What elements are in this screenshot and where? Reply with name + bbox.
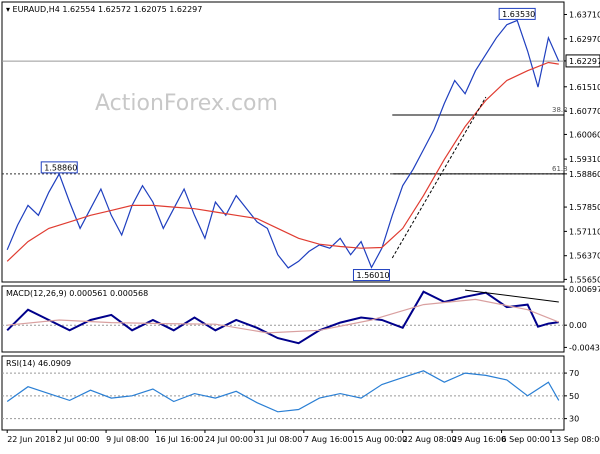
rsi-rsi-line: [6, 370, 560, 413]
current-price-marker: [565, 54, 600, 68]
x-tick-label: 9 Jul 08:00: [106, 435, 149, 444]
x-tick-label: 16 Jul 16:00: [156, 435, 204, 444]
x-tick-label: 13 Sep 08:00: [551, 435, 600, 444]
x-tick-label: 15 Aug 00:00: [353, 435, 407, 444]
macd-signal-line: [7, 298, 560, 334]
price-header: ▾ EURAUD,H4 1.62554 1.62572 1.62075 1.62…: [6, 5, 202, 14]
macd-panel-frame: [1, 285, 565, 353]
price-price-line: [6, 19, 560, 269]
price-ytick-label: 1.57850: [569, 203, 600, 212]
x-tick-label: 6 Sep 00:00: [502, 435, 550, 444]
price-ytick-label: 1.56370: [569, 252, 600, 261]
watermark: ActionForex.com: [95, 91, 278, 116]
x-tick-label: 29 Aug 16:00: [452, 435, 506, 444]
current-price-label: 1.62297: [569, 57, 600, 66]
fib-level-label: 61.8: [552, 165, 568, 173]
rsi-header: RSI(14) 46.0909: [6, 359, 71, 368]
price-ytick-label: 1.55650: [569, 275, 600, 284]
macd-ytick-label: 0.006976: [569, 285, 600, 294]
price-ma-line: [6, 61, 559, 262]
price-annotation-label: 1.56010: [356, 271, 389, 280]
price-ytick-label: 1.57110: [569, 227, 600, 236]
rsi-panel-frame: [1, 355, 565, 431]
x-tick-label: 7 Aug 16:00: [304, 435, 353, 444]
rsi-ytick-label: 30: [569, 415, 579, 424]
price-ytick-label: 1.63710: [569, 10, 600, 19]
macd-header: MACD(12,26,9) 0.000561 0.000568: [6, 289, 148, 298]
x-tick-label: 22 Aug 08:00: [403, 435, 457, 444]
price-ytick-label: 1.61510: [569, 83, 600, 92]
price-ytick-label: 1.58860: [569, 170, 600, 179]
rsi-ytick-label: 70: [569, 369, 579, 378]
macd-trendline-line: [465, 289, 559, 303]
price-annotation-box: [352, 269, 390, 282]
macd-macd-line: [6, 290, 559, 345]
fib-level-label: 38.2: [552, 106, 568, 114]
macd-ytick-label: 0.00: [569, 321, 587, 330]
x-tick-label: 24 Jul 00:00: [205, 435, 253, 444]
price-trendline-line: [391, 96, 487, 259]
x-tick-label: 2 Jul 00:00: [57, 435, 100, 444]
price-ytick-label: 1.59310: [569, 155, 600, 164]
price-ytick-label: 1.62970: [569, 35, 600, 44]
price-ytick-label: 1.60060: [569, 130, 600, 139]
price-annotation-label: 1.58860: [44, 163, 77, 172]
x-tick-label: 22 Jun 2018: [7, 435, 55, 444]
rsi-ytick-label: 50: [569, 392, 579, 401]
x-tick-label: 31 Jul 08:00: [254, 435, 302, 444]
macd-ytick-label: -0.00431: [569, 343, 600, 352]
price-ytick-label: 1.60770: [569, 107, 600, 116]
price-annotation-box: [40, 161, 78, 174]
price-panel-frame: [1, 1, 565, 283]
price-annotation-label: 1.63530: [502, 10, 535, 19]
price-annotation-box: [498, 7, 536, 20]
